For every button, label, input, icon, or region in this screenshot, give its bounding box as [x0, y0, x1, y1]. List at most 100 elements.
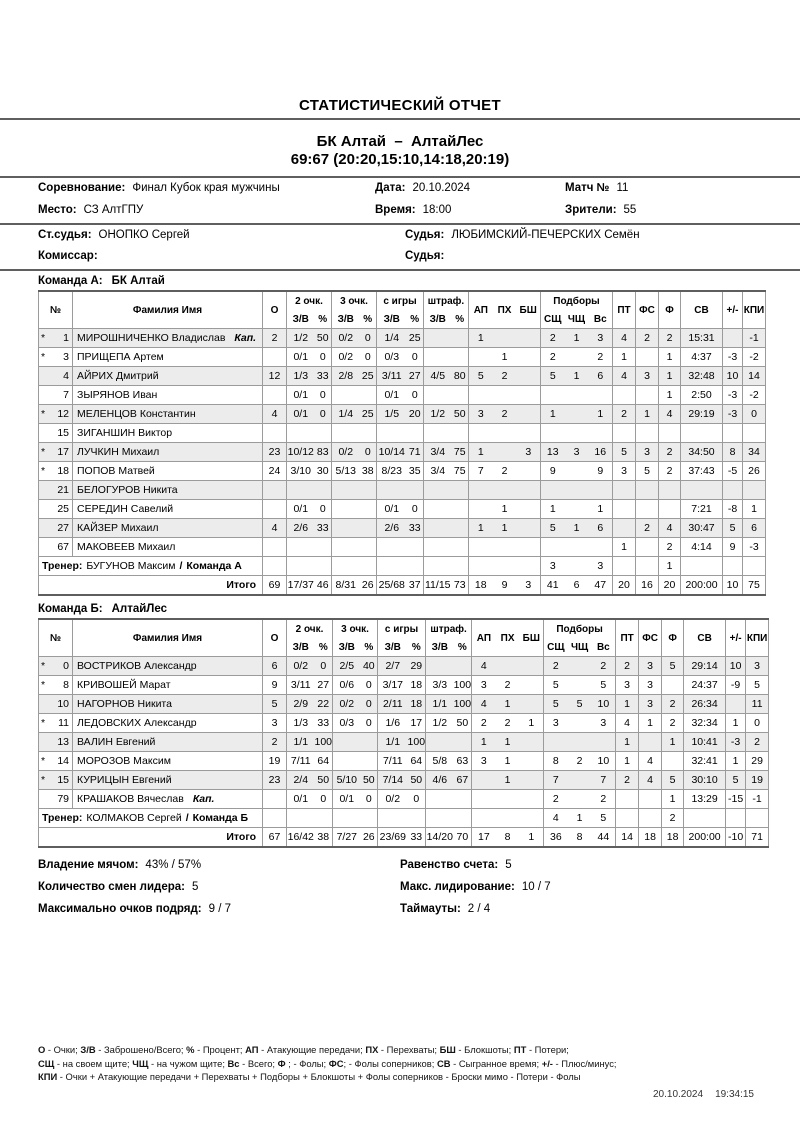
- legend-term: ЧЩ: [132, 1057, 149, 1069]
- stat-sq: [543, 732, 568, 752]
- player-row: 27 КАЙЗЕР Михаил 4 2/6 33 2/6 33 1 1 5 1 6 2 4 30:47 5 6: [38, 518, 766, 538]
- stat-pt: 1: [615, 732, 640, 752]
- stat-px: 2: [492, 366, 517, 386]
- player-number-cell: * 0: [38, 656, 73, 676]
- stat-zft: 1/2: [423, 404, 452, 424]
- player-row: 4 АЙРИХ Дмитрий 12 1/3 33 2/8 25 3/11 27 4/5 80 5 2 5…: [38, 366, 766, 386]
- stat-p3: 0: [359, 347, 377, 367]
- stat-kpi: 0: [742, 404, 766, 424]
- max-run-field: Максимально очков подряд: 9 / 7: [38, 903, 231, 915]
- player-number-wrap: 15: [41, 427, 69, 440]
- stat-z3: 0/1: [332, 789, 361, 809]
- player-number-wrap: 27: [41, 522, 69, 535]
- stat-zfg: 1/4: [376, 328, 407, 348]
- stat-z3: [332, 732, 361, 752]
- col-freethrows: штраф.: [425, 618, 473, 638]
- col-3pt-pct: %: [360, 638, 379, 657]
- col-efficiency: КПИ: [742, 290, 766, 329]
- stat-p2: 0: [314, 404, 332, 424]
- stat-pt: 1: [612, 537, 636, 557]
- stat-bsh: [516, 518, 541, 538]
- legend-term: О: [38, 1044, 46, 1055]
- col-points: О: [262, 290, 287, 329]
- stat-pm: -3: [722, 404, 743, 424]
- legend-description: - Заброшено/Всего;: [95, 1044, 187, 1055]
- player-name-cell: ПРИЩЕПА Артем: [72, 347, 263, 367]
- total-pfg: 37: [406, 575, 424, 596]
- commissar-field: Комиссар:: [38, 250, 105, 262]
- col-reb-def: СЩ: [540, 310, 565, 329]
- legend-description: - Сыгранное время;: [450, 1057, 542, 1069]
- stat-pm: [722, 480, 743, 500]
- stat-chq: [564, 347, 589, 367]
- stat-pfg: 17: [407, 713, 427, 733]
- player-number-cell: 21: [38, 480, 73, 500]
- stat-z2: 1/3: [286, 366, 315, 386]
- total-z3: 7/27: [332, 827, 361, 848]
- starter-mark: *: [41, 773, 46, 786]
- stat-z2: 2/9: [286, 694, 315, 714]
- stat-z2: 10/12: [286, 442, 315, 462]
- stat-p2: 0: [314, 347, 332, 367]
- stat-vs: [588, 537, 613, 557]
- player-number: 15: [57, 426, 69, 439]
- coach-stat-pft: [451, 556, 469, 576]
- summary-row-2: Количество смен лидера: 5 Макс. лидирован…: [0, 877, 800, 899]
- total-row: Итого 67 16/42 38 7/27 26 23/69 33 14/20 70 17 8 1 36…: [38, 827, 770, 848]
- player-row: 10 НАГОРНОВ Никита 5 2/9 22 0/2 0 2/11 18 1/1 100 4…: [38, 694, 770, 714]
- stat-f: [658, 499, 681, 519]
- coach-stat-vs: 5: [591, 808, 617, 828]
- competition-field: Соревнование: Финал Кубок края мужчины: [38, 182, 280, 194]
- player-number-wrap: * 15: [41, 774, 69, 787]
- stat-px: 1: [492, 518, 517, 538]
- stat-zfg: 1/5: [376, 404, 407, 424]
- coach-separator: /: [179, 559, 183, 572]
- stat-z2: 2/6: [286, 518, 315, 538]
- player-row: * 1 МИРОШНИЧЕНКО Владислав Кап. 2 1/2 50 0/2 0 1/…: [38, 328, 766, 348]
- venue-label: Место:: [38, 204, 77, 216]
- player-name-cell: ЗИГАНШИН Виктор: [72, 423, 263, 443]
- total-z3: 8/31: [331, 575, 360, 596]
- stat-o: [262, 385, 287, 405]
- total-vs: 44: [591, 827, 617, 848]
- coach-stat-fs: [638, 808, 663, 828]
- stat-ap: [468, 347, 493, 367]
- stat-fs: 4: [638, 770, 663, 790]
- stat-f: 2: [661, 713, 685, 733]
- player-number-cell: 27: [38, 518, 73, 538]
- col-ast-stl-blk: АП ПХ БШ: [468, 290, 541, 329]
- stat-f: 2: [658, 442, 681, 462]
- legend-description: - Перехваты;: [378, 1044, 440, 1055]
- stat-z2: [286, 423, 315, 443]
- stat-p3: 50: [360, 770, 379, 790]
- coach-stat-f: 2: [661, 808, 685, 828]
- player-row: * 3 ПРИЩЕПА Артем 0/1 0 0/2 0 0/3 0 1 2 2 1 1 4:37 -3 -2: [38, 347, 766, 367]
- total-pt: 14: [615, 827, 640, 848]
- stat-p2: 0: [314, 656, 334, 676]
- divider: [0, 176, 800, 178]
- total-sq: 36: [543, 827, 568, 848]
- stat-vs: 2: [591, 789, 617, 809]
- stat-ap: 3: [471, 751, 496, 771]
- player-name-cell: АЙРИХ Дмитрий: [72, 366, 263, 386]
- stat-px: [495, 656, 520, 676]
- stat-vs: [588, 480, 613, 500]
- starter-mark: *: [41, 464, 46, 477]
- player-number-cell: * 18: [38, 461, 73, 481]
- player-number-cell: * 12: [38, 404, 73, 424]
- stat-z2: 0/2: [286, 656, 315, 676]
- total-row: Итого 69 17/37 46 8/31 26 25/68 37 11/15 73 18 9 3 41…: [38, 575, 766, 596]
- stat-pm: -15: [725, 789, 747, 809]
- time-value: 18:00: [422, 204, 452, 216]
- stat-pm: 10: [725, 656, 747, 676]
- stat-vs: 3: [588, 328, 613, 348]
- stat-pft: 75: [451, 442, 469, 462]
- legend-term: АП: [245, 1044, 259, 1055]
- stat-pft: 100: [453, 675, 473, 695]
- stat-pft: 50: [453, 713, 473, 733]
- stat-pfg: 50: [407, 770, 427, 790]
- possession-field: Владение мячом: 43% / 57%: [38, 859, 201, 871]
- player-number-wrap: 25: [41, 503, 69, 516]
- table-header: № Фамилия Имя О 2 очк. 3 очк. с игры штр…: [38, 618, 770, 657]
- coach-stat-p3: [360, 808, 379, 828]
